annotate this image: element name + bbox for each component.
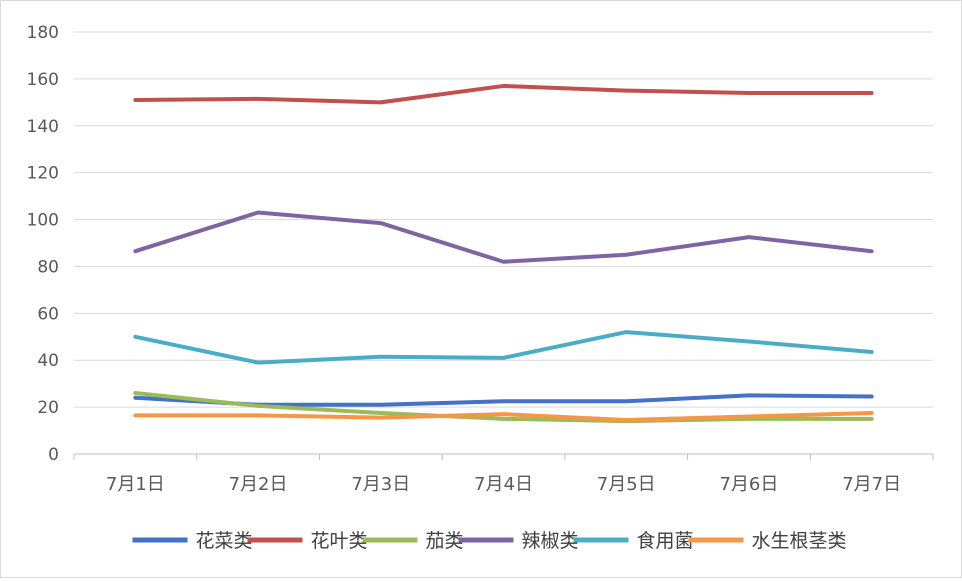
series-line: [133, 83, 874, 105]
data-point: [747, 414, 751, 418]
data-point: [624, 253, 628, 257]
legend-item: 茄类: [362, 530, 464, 552]
data-point: [502, 417, 506, 421]
x-tick-label: 7月3日: [351, 474, 410, 495]
y-tick-label: 20: [37, 398, 59, 418]
data-point: [502, 412, 506, 416]
data-point: [870, 417, 874, 421]
y-tick-label: 80: [37, 257, 59, 277]
legend-label: 茄类: [426, 530, 464, 552]
data-point: [502, 84, 506, 88]
legend-item: 水生根茎类: [688, 530, 847, 552]
y-tick-label: 120: [27, 164, 59, 184]
y-tick-label: 180: [27, 23, 59, 43]
data-point: [379, 411, 383, 415]
legend-item: 花菜类: [132, 530, 253, 552]
series-line: [133, 391, 874, 424]
series-lines: [133, 83, 874, 424]
data-point: [379, 221, 383, 225]
data-point: [624, 418, 628, 422]
data-point: [133, 413, 137, 417]
legend-label: 花菜类: [196, 530, 253, 552]
legend-label: 水生根茎类: [752, 530, 847, 552]
data-point: [502, 399, 506, 403]
data-point: [870, 411, 874, 415]
data-point: [256, 361, 260, 365]
legend-label: 花叶类: [311, 530, 368, 552]
legend-label: 辣椒类: [522, 530, 579, 552]
series-line: [133, 330, 874, 365]
x-tick-label: 7月5日: [597, 474, 656, 495]
data-point: [624, 89, 628, 93]
y-tick-label: 160: [27, 70, 59, 90]
series-line: [133, 210, 874, 264]
data-point: [870, 249, 874, 253]
data-point: [256, 413, 260, 417]
y-tick-label: 140: [27, 117, 59, 137]
x-tick-label: 7月6日: [719, 474, 778, 495]
data-point: [870, 395, 874, 399]
legend-item: 食用菌: [573, 530, 694, 552]
x-tick-label: 7月1日: [106, 474, 165, 495]
data-point: [624, 330, 628, 334]
data-point: [256, 211, 260, 215]
series-line: [133, 410, 874, 423]
data-point: [133, 335, 137, 339]
data-point: [502, 260, 506, 264]
gridlines: [74, 31, 933, 408]
data-point: [870, 350, 874, 354]
data-point: [256, 404, 260, 408]
data-point: [502, 356, 506, 360]
data-point: [133, 249, 137, 253]
data-point: [747, 339, 751, 343]
data-point: [133, 391, 137, 395]
x-tick-label: 7月2日: [229, 474, 288, 495]
y-tick-label: 0: [48, 445, 59, 465]
data-point: [747, 393, 751, 397]
data-point: [379, 403, 383, 407]
legend-item: 花叶类: [247, 530, 368, 552]
data-point: [379, 355, 383, 359]
data-point: [747, 91, 751, 95]
y-tick-label: 100: [27, 211, 59, 231]
legend-item: 辣椒类: [458, 530, 579, 552]
legend-label: 食用菌: [637, 530, 694, 552]
y-tick-label: 40: [37, 351, 59, 371]
data-point: [747, 235, 751, 239]
data-point: [870, 91, 874, 95]
data-point: [624, 399, 628, 403]
legend: 花菜类 花叶类 茄类 辣椒类 食用菌 水生根茎类: [132, 530, 847, 552]
data-point: [379, 416, 383, 420]
data-point: [133, 98, 137, 102]
x-tick-label: 7月4日: [474, 474, 533, 495]
data-point: [133, 396, 137, 400]
x-tick-label: 7月7日: [842, 474, 901, 495]
data-point: [379, 100, 383, 104]
y-tick-label: 60: [37, 304, 59, 324]
data-point: [256, 97, 260, 101]
axes: 0 20 40 60 80 100 120 140 160 180 7月1日 7月2日 7月3日 7月4日…: [27, 23, 934, 495]
